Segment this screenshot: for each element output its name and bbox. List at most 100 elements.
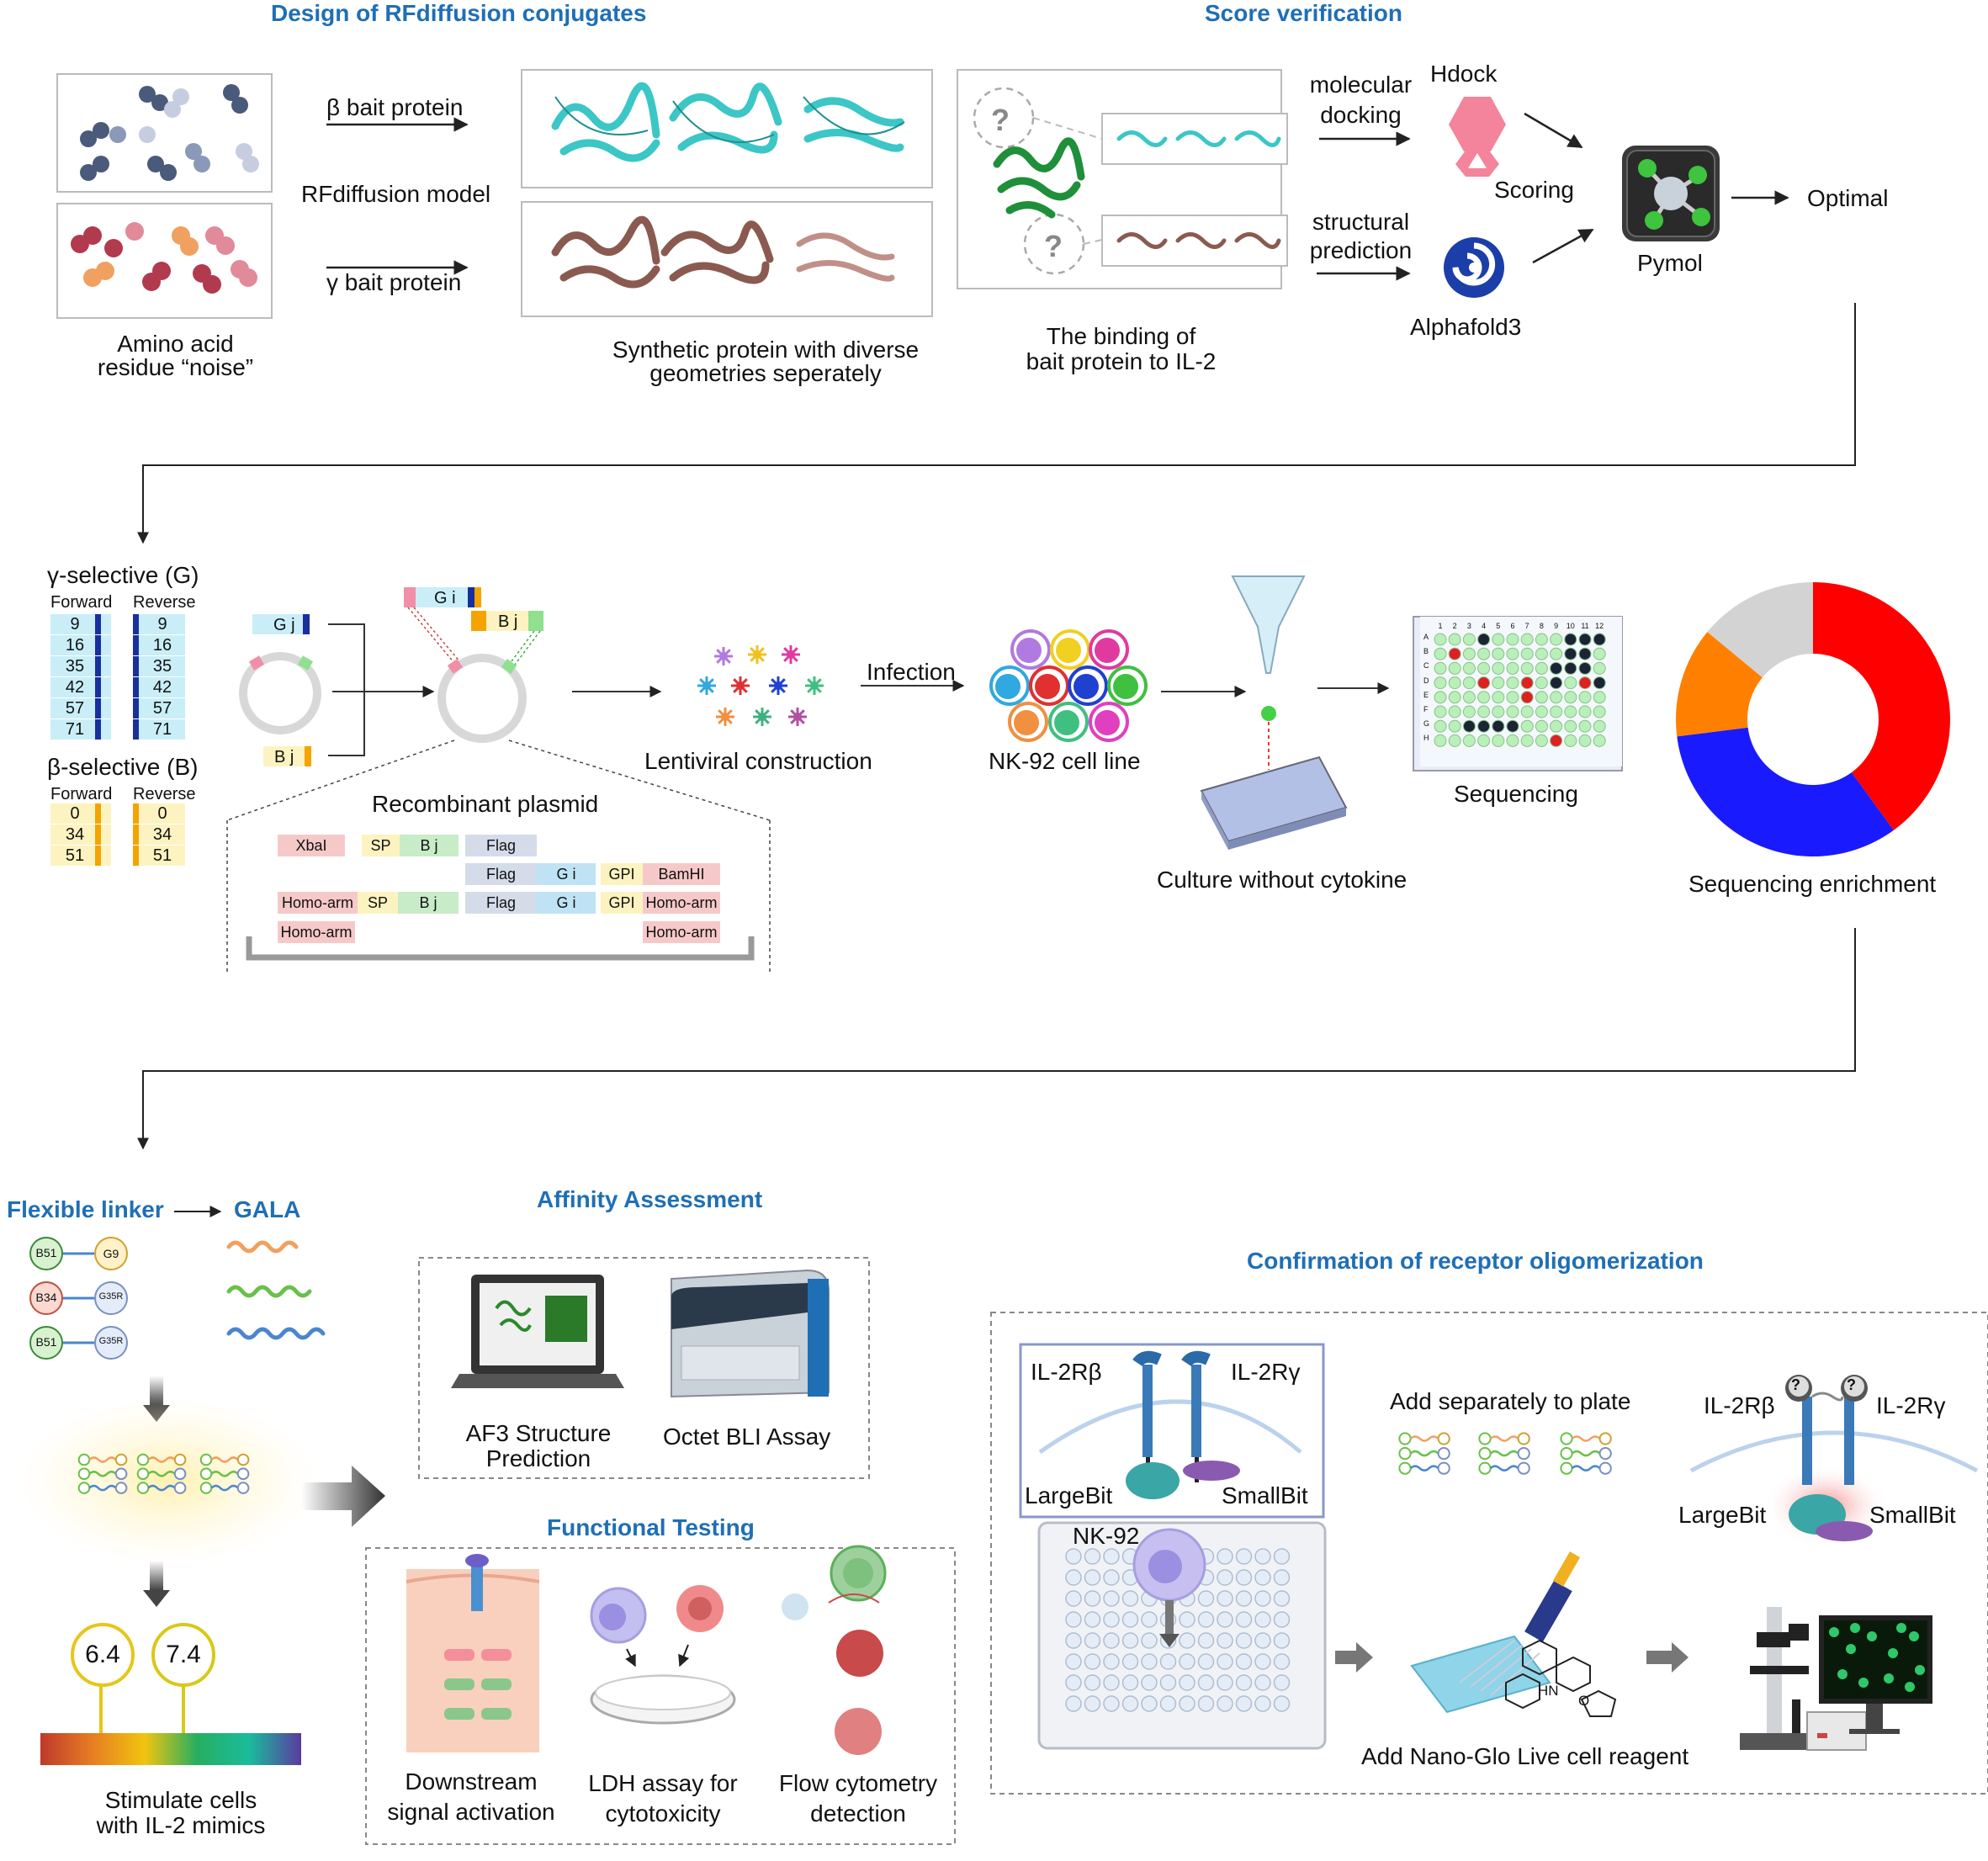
nk-plate-well xyxy=(1084,1590,1101,1607)
plate-well xyxy=(1520,705,1534,718)
question-mark-2: ? xyxy=(1044,229,1063,263)
gamma-forward-value: 57 xyxy=(65,699,85,718)
nk-plate-well xyxy=(1235,1611,1253,1628)
plate-well xyxy=(1550,676,1563,690)
plate-well xyxy=(1550,661,1563,675)
nk-plate-well xyxy=(1179,1611,1195,1628)
nk-plate-well xyxy=(1254,1548,1271,1565)
mini-bait xyxy=(1517,1461,1530,1475)
mini-linker xyxy=(1409,1465,1439,1471)
plate-well xyxy=(1564,633,1577,646)
nk-plate-well xyxy=(1254,1695,1271,1712)
plate-well xyxy=(1535,691,1548,704)
mini-bait xyxy=(1478,1461,1492,1475)
nk-plate-well xyxy=(1121,1674,1139,1691)
nk-plate-well xyxy=(1065,1569,1082,1586)
plate-well xyxy=(1520,676,1534,690)
nk-plate-well xyxy=(1179,1674,1195,1691)
plate-well xyxy=(1593,719,1606,733)
plate-well xyxy=(1535,647,1548,660)
mini-bait xyxy=(1478,1432,1492,1445)
nk-plate-well xyxy=(1217,1590,1233,1607)
nk-plate-well xyxy=(1084,1611,1101,1628)
mini-bait xyxy=(77,1467,91,1481)
nk-plate-well xyxy=(1084,1695,1101,1712)
nk-plate-well xyxy=(1065,1695,1082,1712)
il2rg-label: IL-2Rγ xyxy=(1231,1359,1301,1385)
gamma-forward-label: Forward xyxy=(50,593,113,612)
mini-linker xyxy=(88,1471,117,1477)
plate-well xyxy=(1477,691,1491,704)
nk-plate-well xyxy=(1084,1653,1101,1670)
mini-linker xyxy=(210,1471,239,1477)
nk-plate-well xyxy=(1141,1674,1158,1691)
gamma-forward-value: 42 xyxy=(65,678,85,697)
noise-label-2: residue “noise” xyxy=(97,354,254,380)
beta-reverse-cell xyxy=(133,824,185,845)
mini-linker xyxy=(1489,1465,1519,1471)
binding-label-1: The binding of xyxy=(1046,323,1196,349)
oligomerization-title: Confirmation of receptor oligomerization xyxy=(1247,1248,1704,1274)
synthetic-protein-cyan-box xyxy=(521,69,933,188)
plate-row-label: G xyxy=(1423,719,1430,729)
smallbit-right-label: SmallBit xyxy=(1869,1502,1956,1528)
nk-cell-nucleus xyxy=(1016,638,1042,663)
nk-plate-well xyxy=(1254,1590,1271,1607)
binding-box xyxy=(957,69,1288,289)
plate-col-label: 12 xyxy=(1595,622,1604,630)
plate-well xyxy=(1564,719,1577,733)
mini-bait xyxy=(136,1453,150,1466)
plate-well xyxy=(1520,661,1534,675)
nk-cell-nucleus xyxy=(1113,674,1138,699)
gamma-reverse-label: Reverse xyxy=(133,593,196,612)
nk-cell-nucleus xyxy=(1035,674,1060,699)
mini-linker xyxy=(1571,1465,1601,1471)
mini-linker xyxy=(1409,1450,1439,1457)
seg-homo-arm: Homo-arm xyxy=(645,894,718,911)
nk-plate-well xyxy=(1235,1548,1253,1565)
plate-well xyxy=(1593,705,1606,718)
gala-waves xyxy=(226,1240,326,1340)
nk-plate-well xyxy=(1103,1569,1120,1586)
infection-label: Infection xyxy=(867,659,956,685)
plate-col-label: 1 xyxy=(1438,622,1443,630)
nk-plate-well xyxy=(1103,1611,1120,1628)
mini-bait xyxy=(1398,1447,1412,1461)
plate-well xyxy=(1477,676,1491,690)
mini-bait xyxy=(173,1467,187,1481)
plate-well xyxy=(1448,705,1461,718)
virus-core xyxy=(719,652,728,660)
beta-reverse-value: 51 xyxy=(152,846,172,865)
plate-col-label: 8 xyxy=(1539,622,1544,630)
seg-homo-arm: Homo-arm xyxy=(645,924,718,941)
gamma-reverse-cell xyxy=(133,677,185,697)
nk-plate-well xyxy=(1103,1653,1120,1670)
donut-slice xyxy=(1813,581,1951,830)
connector-2 xyxy=(137,928,1856,1150)
plate-row-label: F xyxy=(1423,705,1429,713)
nk92-label: NK-92 cell line xyxy=(989,748,1141,774)
mini-linker xyxy=(147,1471,176,1477)
gamma-forward-bar xyxy=(95,677,101,697)
plate-well xyxy=(1578,633,1592,646)
plate-well xyxy=(1520,647,1534,660)
beta-forward-label: Forward xyxy=(50,785,113,803)
nk-plate-well xyxy=(1121,1653,1139,1670)
plate-well xyxy=(1593,661,1606,675)
nk-plate-well xyxy=(1103,1632,1120,1649)
nk-plate-well xyxy=(1121,1695,1139,1712)
nk-plate-well xyxy=(1273,1548,1291,1565)
synthetic-label-1: Synthetic protein with diverse xyxy=(612,337,920,363)
plate-well xyxy=(1593,647,1606,660)
beta-forward-bar xyxy=(95,846,101,866)
nk-plate-well xyxy=(1103,1548,1120,1565)
nk-cell-nucleus xyxy=(1056,638,1081,663)
plate-well xyxy=(1492,661,1505,675)
mini-bait xyxy=(1560,1461,1573,1475)
plate-well xyxy=(1535,633,1548,646)
add-separately-label: Add separately to plate xyxy=(1390,1388,1631,1414)
seg-flag: Flag xyxy=(485,837,516,854)
nk-cell-nucleus xyxy=(1095,638,1120,663)
plate-well xyxy=(1578,647,1592,660)
nk-plate-well xyxy=(1159,1695,1177,1712)
